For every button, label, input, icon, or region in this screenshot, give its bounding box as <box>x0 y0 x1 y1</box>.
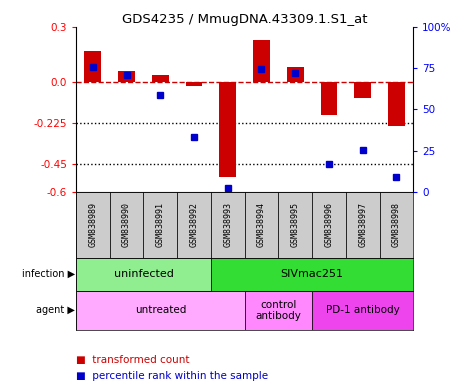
Bar <box>346 192 380 258</box>
Bar <box>312 192 346 258</box>
Bar <box>278 192 312 258</box>
Bar <box>321 82 337 115</box>
Text: ■  transformed count: ■ transformed count <box>76 355 190 365</box>
Bar <box>253 40 270 82</box>
Text: ■  percentile rank within the sample: ■ percentile rank within the sample <box>76 371 268 381</box>
Bar <box>186 82 202 86</box>
Text: GSM838991: GSM838991 <box>156 202 165 247</box>
Text: GSM838990: GSM838990 <box>122 202 131 247</box>
Text: control
antibody: control antibody <box>256 300 301 321</box>
Bar <box>380 192 413 258</box>
Bar <box>76 192 110 258</box>
Bar <box>388 82 405 126</box>
Text: SIVmac251: SIVmac251 <box>281 269 343 279</box>
Bar <box>211 192 245 258</box>
Text: agent ▶: agent ▶ <box>37 305 76 315</box>
Text: GSM838989: GSM838989 <box>88 202 97 247</box>
Title: GDS4235 / MmugDNA.43309.1.S1_at: GDS4235 / MmugDNA.43309.1.S1_at <box>122 13 367 26</box>
Text: PD-1 antibody: PD-1 antibody <box>326 305 399 315</box>
Text: GSM838993: GSM838993 <box>223 202 232 247</box>
Text: GSM838995: GSM838995 <box>291 202 300 247</box>
Bar <box>245 291 312 330</box>
Text: GSM838992: GSM838992 <box>190 202 199 247</box>
Bar <box>312 291 413 330</box>
Bar <box>354 82 371 98</box>
Text: untreated: untreated <box>134 305 186 315</box>
Bar <box>76 291 245 330</box>
Bar <box>143 192 177 258</box>
Bar <box>245 192 278 258</box>
Text: GSM838998: GSM838998 <box>392 202 401 247</box>
Text: GSM838994: GSM838994 <box>257 202 266 247</box>
Text: infection ▶: infection ▶ <box>22 269 76 279</box>
Bar <box>85 51 101 82</box>
Bar <box>287 67 304 82</box>
Text: uninfected: uninfected <box>114 269 173 279</box>
Bar <box>211 258 413 291</box>
Text: GSM838996: GSM838996 <box>324 202 333 247</box>
Bar <box>152 74 169 82</box>
Text: GSM838997: GSM838997 <box>358 202 367 247</box>
Bar <box>110 192 143 258</box>
Bar <box>177 192 211 258</box>
Bar <box>118 71 135 82</box>
Bar <box>76 258 211 291</box>
Bar <box>219 82 236 177</box>
